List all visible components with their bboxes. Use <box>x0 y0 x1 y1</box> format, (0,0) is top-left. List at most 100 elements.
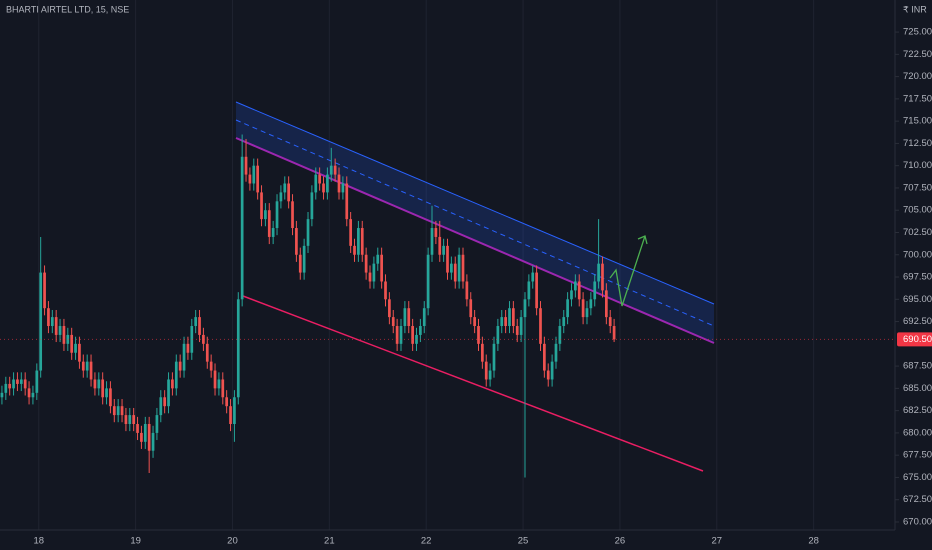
candle-body <box>457 254 461 282</box>
candle-body <box>31 392 35 398</box>
y-tick-label: 695.00 <box>903 294 932 305</box>
y-tick-label: 680.00 <box>903 427 932 438</box>
candle-body <box>109 388 112 407</box>
candle-body <box>190 326 194 353</box>
candle-body <box>267 210 271 237</box>
candle-body <box>62 326 66 344</box>
candle-body <box>163 397 167 407</box>
candle-body <box>333 165 337 175</box>
candle-body <box>391 317 395 327</box>
y-tick-label: 670.00 <box>903 516 932 527</box>
candle-body <box>360 228 364 255</box>
candle-body <box>388 299 391 318</box>
x-tick-label: 21 <box>324 536 335 547</box>
candle-body <box>291 201 294 229</box>
candle-body <box>426 254 430 309</box>
arrow-head <box>637 235 648 245</box>
y-tick-label: 687.50 <box>903 361 932 372</box>
candle-body <box>527 281 531 300</box>
y-tick-label: 712.50 <box>903 138 932 149</box>
candle-body <box>349 219 352 246</box>
candle-body <box>147 424 151 451</box>
candle-body <box>225 397 229 407</box>
candle-body <box>264 210 267 220</box>
candle-body <box>112 406 116 416</box>
candle-body <box>66 334 70 344</box>
candle-body <box>140 432 143 442</box>
last-price-label: 690.50 <box>903 334 932 345</box>
candle-body <box>446 245 449 273</box>
y-tick-label: 702.50 <box>903 227 932 238</box>
candle-body <box>395 326 399 344</box>
y-tick-label: 720.00 <box>903 71 932 82</box>
candle-body <box>240 156 244 300</box>
candle-body <box>512 308 515 327</box>
y-tick-label: 677.50 <box>903 450 932 461</box>
candle-body <box>357 228 360 255</box>
candle-body <box>322 183 325 193</box>
candle-body <box>384 281 387 300</box>
candle-body <box>306 219 310 246</box>
y-tick-label: 675.00 <box>903 472 932 483</box>
candle-body <box>302 245 306 273</box>
candle-body <box>589 299 593 309</box>
candle-body <box>574 281 577 291</box>
candle-body <box>275 201 279 229</box>
candle-body <box>89 361 93 380</box>
candle-body <box>279 192 283 202</box>
candle-body <box>260 192 263 220</box>
candle-body <box>248 174 252 184</box>
candle-body <box>116 406 120 416</box>
candle-body <box>438 236 442 255</box>
candle-body <box>473 317 476 327</box>
candle-body <box>407 308 411 327</box>
candle-body <box>422 308 426 327</box>
candle-body <box>329 165 333 175</box>
candle-body <box>492 343 496 371</box>
candle-body <box>128 415 132 424</box>
candle-body <box>612 326 616 340</box>
candle-body <box>47 308 50 327</box>
y-tick-label: 715.00 <box>903 116 932 127</box>
candle-body <box>295 228 298 255</box>
candle-body <box>35 370 39 393</box>
candle-body <box>469 299 473 318</box>
candle-body <box>202 334 205 344</box>
y-tick-label: 722.50 <box>903 49 932 60</box>
candle-body <box>364 254 368 273</box>
candle-body <box>604 290 608 318</box>
candle-body <box>477 326 480 344</box>
candle-body <box>326 174 329 193</box>
candle-body <box>411 326 414 344</box>
candle-body <box>608 317 612 327</box>
candle-body <box>186 343 190 353</box>
y-tick-label: 692.50 <box>903 316 932 327</box>
candle-body <box>523 299 527 318</box>
candle-body <box>143 424 147 442</box>
candle-body <box>205 343 209 362</box>
candle-body <box>213 370 217 389</box>
candle-body <box>78 343 81 362</box>
grid <box>38 0 815 530</box>
projection-arrow <box>609 235 646 307</box>
candle-body <box>233 397 236 424</box>
candle-body <box>244 156 248 175</box>
candle-body <box>287 183 291 202</box>
x-tick-label: 26 <box>615 536 626 547</box>
candle-body <box>178 361 182 371</box>
candle-body <box>353 245 356 255</box>
candle-body <box>577 281 581 300</box>
candle-body <box>399 326 403 344</box>
candle-body <box>19 379 23 384</box>
candle-body <box>345 183 349 220</box>
y-tick-label: 697.50 <box>903 272 932 283</box>
candle-body <box>283 183 287 193</box>
candle-body <box>27 388 31 398</box>
x-tick-label: 25 <box>518 536 529 547</box>
candle-body <box>298 254 302 273</box>
candle-body <box>93 379 97 389</box>
candle-body <box>554 343 558 362</box>
candle-body <box>566 299 569 318</box>
candle-body <box>229 406 232 424</box>
